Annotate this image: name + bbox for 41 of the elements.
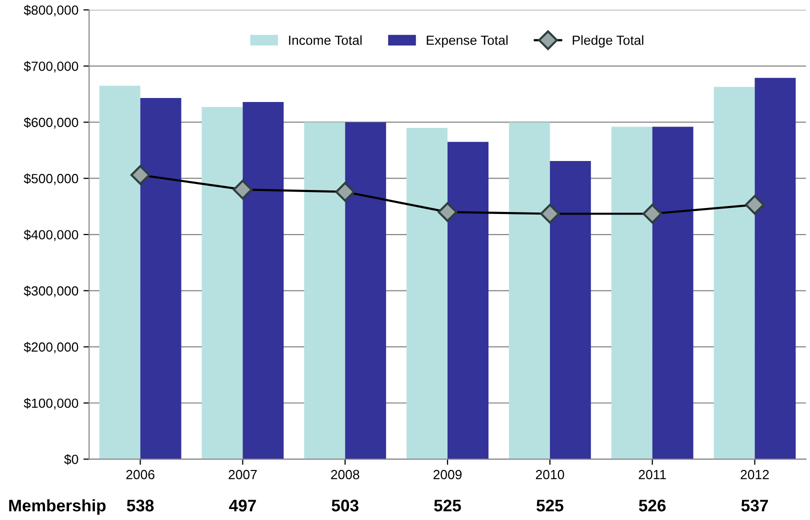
text: 497 (229, 500, 256, 512)
bar (611, 126, 652, 460)
bar (508, 122, 550, 460)
x-tick-label: 2012 (740, 470, 769, 480)
x-tick-label: 2008 (331, 470, 360, 480)
text: Membership (9, 499, 106, 515)
text: 503 (332, 500, 358, 512)
y-tick-label: $100,000 (24, 398, 78, 410)
bar (202, 107, 243, 460)
legend-label: Expense Total (426, 35, 508, 48)
y-tick-label: $800,000 (24, 4, 78, 16)
x-tick-label: 2007 (228, 470, 257, 480)
bar (714, 86, 755, 460)
text: 525 (536, 500, 564, 512)
bar (304, 122, 346, 460)
x-tick-label: 2010 (536, 470, 564, 480)
y-tick-label: $300,000 (24, 286, 78, 298)
y-tick-label: $400,000 (24, 230, 78, 241)
text: 538 (126, 500, 154, 512)
x-tick-label: 2009 (434, 470, 462, 480)
y-tick-label: $200,000 (24, 342, 78, 354)
bar (242, 102, 284, 460)
bar (140, 98, 182, 460)
text: 537 (741, 500, 768, 512)
bar (652, 126, 694, 460)
y-tick-label: $0 (64, 454, 78, 465)
bar (754, 78, 796, 460)
x-tick-label: 2006 (126, 470, 154, 480)
text: 525 (434, 500, 461, 512)
y-tick-label: $500,000 (24, 173, 78, 185)
bar (345, 122, 386, 460)
text: 526 (638, 500, 666, 512)
legend-label: Pledge Total (572, 35, 644, 48)
bar (99, 86, 140, 460)
y-tick-label: $700,000 (24, 61, 78, 73)
y-tick-label: $600,000 (24, 117, 78, 129)
bar (448, 142, 488, 460)
bar (406, 128, 448, 460)
bar (550, 160, 591, 460)
legend-label: Income Total (289, 35, 362, 45)
x-tick-label: 2011 (638, 470, 666, 480)
